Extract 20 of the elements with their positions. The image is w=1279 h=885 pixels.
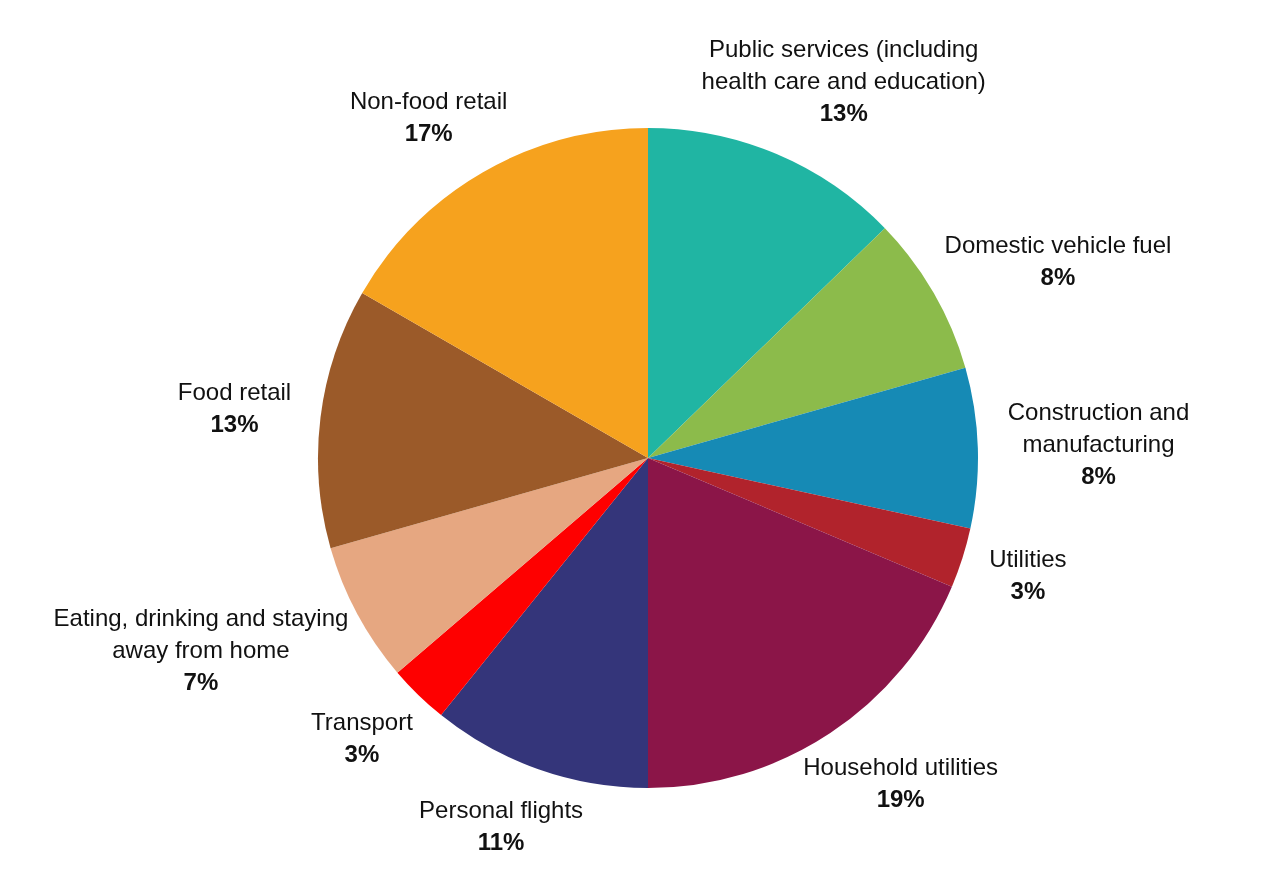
data-label: 11% — [477, 828, 525, 856]
data-label: 3% — [344, 740, 380, 768]
slice-label: Public services (including health care and education) — [701, 34, 986, 94]
slice-label: Eating, drinking and staying away from home — [53, 603, 349, 663]
slice-label: Food retail — [177, 378, 292, 406]
data-label: 7% — [183, 667, 219, 695]
slice-label: Utilities — [989, 545, 1067, 573]
data-label: 13% — [819, 98, 868, 126]
data-label: 13% — [210, 410, 259, 438]
slice-label: Domestic vehicle fuel — [944, 230, 1172, 258]
data-label: 8% — [1040, 262, 1076, 290]
data-label: 17% — [404, 119, 453, 147]
slice-label: Personal flights — [419, 796, 584, 824]
data-label: 19% — [876, 785, 925, 813]
slice-label: Transport — [311, 708, 414, 736]
data-label: 8% — [1081, 462, 1116, 490]
data-label: 3% — [1010, 577, 1046, 605]
slice-label: Construction and manufacturing — [1007, 398, 1190, 458]
slice-label: Non-food retail — [349, 87, 508, 115]
slice-label: Household utilities — [803, 753, 999, 781]
